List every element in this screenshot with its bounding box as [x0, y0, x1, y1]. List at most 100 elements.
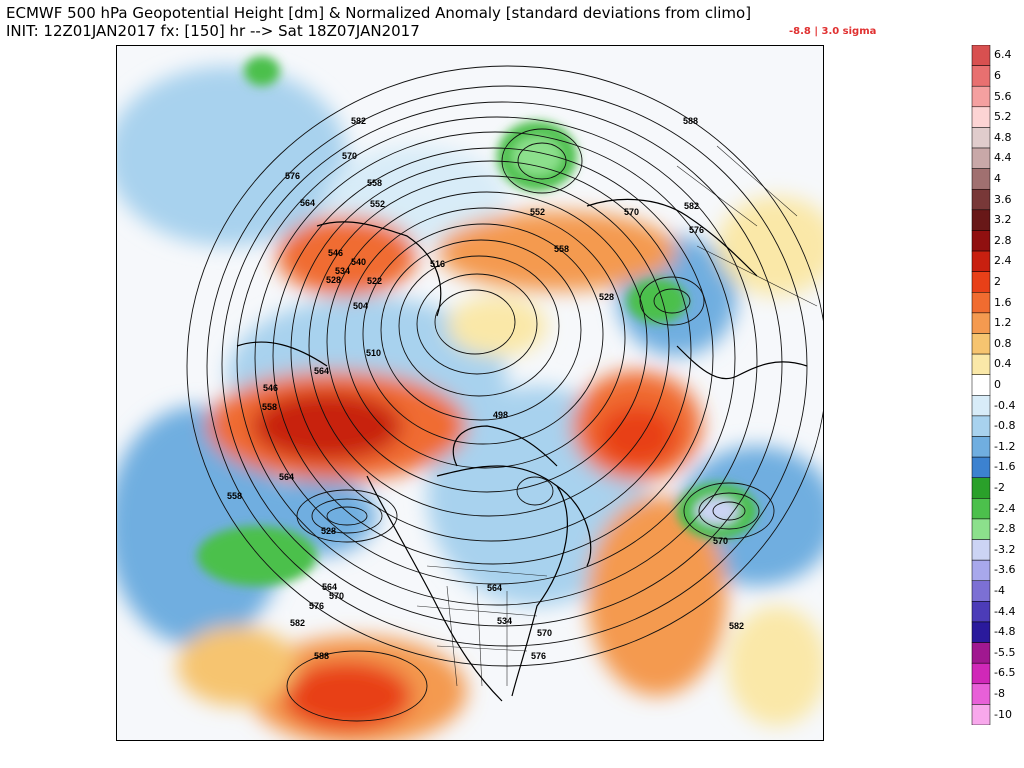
- colorbar-label: 2: [994, 274, 1001, 288]
- colorbar-label: 0: [994, 378, 1001, 391]
- colorbar-label: 4: [994, 171, 1001, 185]
- map-panel: 582 570 576 564 558 552 546 540 534 528 …: [116, 45, 824, 741]
- sigma-range: -8.8 | 3.0 sigma: [789, 26, 877, 37]
- contour-label: 582: [351, 116, 366, 126]
- colorbar-label: -5.5: [994, 645, 1016, 659]
- colorbar-label: 1.2: [994, 316, 1012, 330]
- colorbar-label: 4.8: [994, 130, 1012, 144]
- colorbar-label: -6.5: [994, 666, 1016, 680]
- colorbar-swatch: [971, 333, 991, 355]
- colorbar-label: -1.2: [994, 439, 1016, 453]
- contour-label: 588: [314, 651, 329, 661]
- colorbar-label: -2.8: [994, 522, 1016, 536]
- contour-label: 564: [314, 366, 329, 376]
- contour-label: 546: [263, 383, 278, 393]
- colorbar-swatch: [971, 683, 991, 705]
- contour-label: 576: [689, 225, 704, 235]
- colorbar-label: -0.8: [994, 419, 1016, 433]
- contour-label: 564: [322, 582, 337, 592]
- colorbar-label: 4.4: [994, 151, 1012, 165]
- colorbar-swatch: [971, 271, 991, 293]
- colorbar-label: -1.6: [994, 460, 1016, 474]
- contour-label: 558: [227, 491, 242, 501]
- colorbar-label: 5.6: [994, 89, 1012, 103]
- contour-label: 558: [367, 178, 382, 188]
- colorbar-swatch: [971, 353, 991, 375]
- colorbar-label: -3.2: [994, 542, 1016, 556]
- contour-label: 588: [683, 116, 698, 126]
- colorbar-swatch: [971, 168, 991, 190]
- contour-label: 576: [309, 601, 324, 611]
- colorbar-swatch: [971, 498, 991, 520]
- contour-label: 528: [321, 526, 336, 536]
- colorbar-swatch: [971, 477, 991, 499]
- contour-labels: 582 570 576 564 558 552 546 540 534 528 …: [227, 116, 744, 661]
- contour-label: 552: [530, 207, 545, 217]
- contour-label: 570: [624, 207, 639, 217]
- colorbar-swatch: [971, 395, 991, 417]
- contour-label: 516: [430, 259, 445, 269]
- colorbar-swatch: [971, 559, 991, 582]
- colorbar-label: 5.2: [994, 110, 1012, 124]
- colorbar-label: 0.4: [994, 357, 1012, 371]
- colorbar-swatch: [971, 662, 991, 685]
- colorbar-swatch: [971, 209, 991, 231]
- colorbar-swatch: [971, 45, 991, 66]
- colorbar-label: -8: [994, 687, 1005, 701]
- contour-label: 564: [279, 472, 294, 482]
- colorbar-swatch: [971, 65, 991, 87]
- contour-label: 528: [599, 292, 614, 302]
- colorbar-label: -0.4: [994, 398, 1016, 412]
- contour-label: 564: [487, 583, 502, 593]
- colorbar-label: 6: [994, 68, 1001, 82]
- colorbar-label: -4.8: [994, 625, 1016, 639]
- colorbar-label: 6.4: [994, 48, 1012, 62]
- colorbar-swatch: [971, 106, 991, 128]
- colorbar-swatch: [971, 188, 991, 211]
- colorbar-swatch: [971, 415, 991, 437]
- contour-label: 498: [493, 410, 508, 420]
- contour-label: 558: [262, 402, 277, 412]
- contour-label: 534: [335, 266, 350, 276]
- colorbar-label: -2.4: [994, 501, 1016, 515]
- colorbar-swatch: [971, 127, 991, 149]
- colorbar-label: -10: [994, 707, 1012, 721]
- contour-label: 534: [497, 616, 512, 626]
- colorbar-swatch: [971, 580, 991, 602]
- colorbar-label: 3.6: [994, 192, 1012, 206]
- colorbar-label: 2.4: [994, 254, 1012, 268]
- contour-label: 570: [713, 536, 728, 546]
- colorbar-swatch: [971, 230, 991, 252]
- colorbar-swatch: [971, 312, 991, 334]
- colorbar-swatch: [971, 436, 991, 458]
- colorbar-label: 2.8: [994, 233, 1012, 247]
- contour-label: 582: [729, 621, 744, 631]
- colorbar-swatch: [971, 601, 991, 623]
- colorbar-label: 0.8: [994, 336, 1012, 350]
- contour-label: 522: [367, 276, 382, 286]
- colorbar-swatch: [971, 374, 991, 396]
- colorbar-label: -2: [994, 481, 1005, 495]
- contour-label: 576: [285, 171, 300, 181]
- coastlines: [236, 198, 808, 702]
- anomaly-shading: [117, 66, 823, 740]
- colorbar-label: -4.4: [994, 604, 1016, 618]
- chart-title: ECMWF 500 hPa Geopotential Height [dm] &…: [6, 4, 752, 22]
- contour-label: 504: [353, 301, 368, 311]
- contour-label: 570: [537, 628, 552, 638]
- contour-label: 582: [290, 618, 305, 628]
- colorbar-swatch: [971, 85, 991, 108]
- green-anomalies: [197, 56, 757, 586]
- map-svg: 582 570 576 564 558 552 546 540 534 528 …: [117, 46, 823, 740]
- colorbar-label: 1.6: [994, 295, 1012, 309]
- colorbar-swatch: [971, 539, 991, 561]
- contour-label: 552: [370, 199, 385, 209]
- colorbar-swatch: [971, 704, 991, 725]
- colorbar-swatch: [971, 642, 991, 664]
- borders: [416, 145, 818, 687]
- colorbar-swatch: [971, 250, 991, 272]
- colorbar-swatch: [971, 621, 991, 643]
- contour-label: 528: [326, 275, 341, 285]
- colorbar-swatch: [971, 147, 991, 169]
- contour-label: 546: [328, 248, 343, 258]
